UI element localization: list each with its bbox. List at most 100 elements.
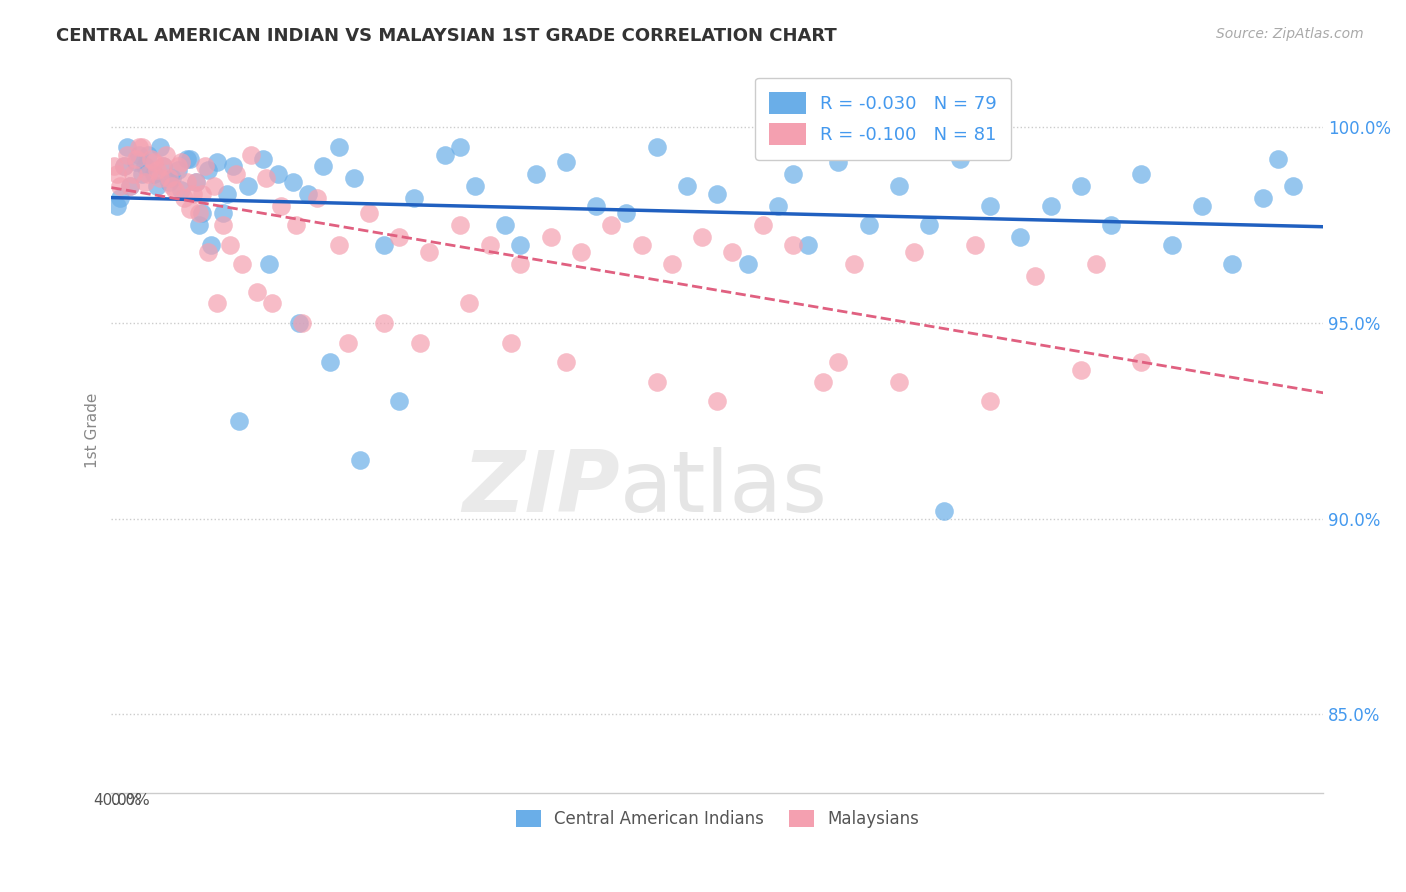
Point — [449, 218, 471, 232]
Point — [131, 140, 153, 154]
Point — [1039, 198, 1062, 212]
Point — [124, 155, 146, 169]
Point — [328, 140, 350, 154]
Point — [1024, 268, 1046, 283]
Point — [225, 167, 247, 181]
Point — [645, 140, 668, 154]
Point — [197, 245, 219, 260]
Point — [142, 167, 165, 181]
Point — [179, 202, 201, 217]
Legend: Central American Indians, Malaysians: Central American Indians, Malaysians — [509, 804, 925, 835]
Point — [751, 218, 773, 232]
Point — [343, 171, 366, 186]
Point — [136, 147, 159, 161]
Point — [1070, 363, 1092, 377]
Point — [600, 218, 623, 232]
Point — [110, 178, 132, 193]
Point — [934, 504, 956, 518]
Point — [569, 245, 592, 260]
Point — [979, 198, 1001, 212]
Point — [118, 178, 141, 193]
Point — [349, 453, 371, 467]
Point — [357, 206, 380, 220]
Point — [373, 316, 395, 330]
Point — [149, 171, 172, 186]
Point — [157, 171, 180, 186]
Point — [112, 160, 135, 174]
Point — [146, 163, 169, 178]
Point — [509, 237, 531, 252]
Point — [163, 183, 186, 197]
Text: CENTRAL AMERICAN INDIAN VS MALAYSIAN 1ST GRADE CORRELATION CHART: CENTRAL AMERICAN INDIAN VS MALAYSIAN 1ST… — [56, 27, 837, 45]
Point — [661, 257, 683, 271]
Text: 0.0%: 0.0% — [111, 793, 150, 807]
Point — [1099, 218, 1122, 232]
Point — [107, 167, 129, 181]
Point — [103, 160, 125, 174]
Point — [706, 394, 728, 409]
Point — [146, 178, 169, 193]
Point — [167, 160, 190, 174]
Point — [887, 178, 910, 193]
Point — [1160, 237, 1182, 252]
Point — [540, 230, 562, 244]
Point — [307, 191, 329, 205]
Y-axis label: 1st Grade: 1st Grade — [86, 392, 100, 468]
Point — [903, 245, 925, 260]
Point — [186, 175, 208, 189]
Point — [524, 167, 547, 181]
Point — [1070, 178, 1092, 193]
Point — [191, 206, 214, 220]
Text: ZIP: ZIP — [463, 447, 620, 530]
Point — [246, 285, 269, 299]
Point — [690, 230, 713, 244]
Text: Source: ZipAtlas.com: Source: ZipAtlas.com — [1216, 27, 1364, 41]
Point — [501, 335, 523, 350]
Point — [212, 218, 235, 232]
Point — [797, 237, 820, 252]
Point — [186, 175, 208, 189]
Point — [267, 167, 290, 181]
Point — [1267, 152, 1289, 166]
Point — [1220, 257, 1243, 271]
Point — [887, 375, 910, 389]
Point — [285, 218, 308, 232]
Point — [827, 155, 849, 169]
Point — [131, 167, 153, 181]
Point — [160, 171, 183, 186]
Point — [737, 257, 759, 271]
Point — [155, 147, 177, 161]
Point — [254, 171, 277, 186]
Point — [134, 175, 156, 189]
Point — [336, 335, 359, 350]
Point — [260, 296, 283, 310]
Point — [409, 335, 432, 350]
Point — [215, 186, 238, 201]
Point — [585, 198, 607, 212]
Point — [404, 191, 426, 205]
Point — [170, 183, 193, 197]
Point — [464, 178, 486, 193]
Point — [152, 160, 174, 174]
Point — [134, 160, 156, 174]
Point — [782, 167, 804, 181]
Point — [676, 178, 699, 193]
Point — [194, 160, 217, 174]
Point — [112, 160, 135, 174]
Point — [388, 394, 411, 409]
Point — [157, 175, 180, 189]
Point — [207, 155, 229, 169]
Point — [142, 155, 165, 169]
Point — [554, 155, 576, 169]
Point — [115, 147, 138, 161]
Point — [191, 186, 214, 201]
Point — [236, 178, 259, 193]
Point — [212, 206, 235, 220]
Point — [152, 160, 174, 174]
Point — [509, 257, 531, 271]
Point — [706, 186, 728, 201]
Point — [388, 230, 411, 244]
Point — [257, 257, 280, 271]
Point — [813, 375, 835, 389]
Point — [202, 178, 225, 193]
